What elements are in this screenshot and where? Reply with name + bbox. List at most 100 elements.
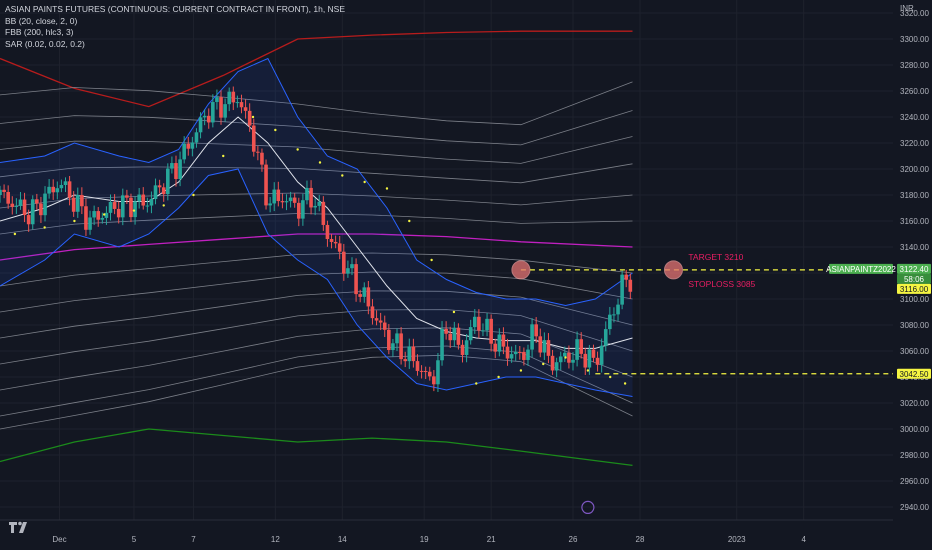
fbb-inner-line bbox=[0, 136, 633, 164]
sar-dots bbox=[13, 115, 627, 385]
candle-body bbox=[395, 333, 399, 344]
candle-body bbox=[501, 334, 506, 347]
price-tick-label: 3020.00 bbox=[900, 399, 929, 408]
candle-body bbox=[256, 151, 260, 153]
stoploss-price-tag: 3042.50 bbox=[900, 370, 929, 379]
candle-body bbox=[108, 201, 113, 213]
countdown-tag: 58:06 bbox=[904, 275, 925, 284]
current-price-tag-bg bbox=[897, 283, 931, 294]
legend-symbol[interactable]: ASIAN PAINTS FUTURES (CONTINUOUS: CURREN… bbox=[5, 4, 346, 14]
sar-dot bbox=[363, 180, 366, 184]
candle-body bbox=[366, 287, 371, 307]
candle-body bbox=[403, 359, 407, 362]
legend-bb[interactable]: BB (20, close, 2, 0) bbox=[5, 15, 78, 26]
sar-dot bbox=[222, 154, 225, 158]
candle-body bbox=[317, 201, 322, 206]
candle-body bbox=[579, 339, 583, 354]
sar-dot bbox=[564, 356, 567, 359]
sar-dot bbox=[341, 174, 344, 177]
price-tick-label: 3060.00 bbox=[900, 347, 929, 356]
symbol-tag-bg bbox=[829, 263, 893, 274]
candle-body bbox=[378, 320, 383, 323]
candle-body bbox=[133, 201, 137, 218]
candle-body bbox=[288, 197, 293, 202]
sar-dot bbox=[73, 219, 76, 223]
candle-body bbox=[63, 181, 68, 186]
candle-body bbox=[432, 376, 436, 385]
candle-body bbox=[411, 346, 416, 362]
candle-body bbox=[509, 354, 514, 359]
candle-body bbox=[599, 345, 604, 365]
candle-body bbox=[39, 203, 43, 216]
candles bbox=[0, 86, 633, 392]
candle-body bbox=[399, 333, 403, 360]
candle-body bbox=[239, 102, 244, 108]
candle-body bbox=[534, 324, 538, 337]
time-tick-label: 21 bbox=[487, 535, 496, 544]
candle-body bbox=[481, 330, 485, 332]
price-tick-label: 3000.00 bbox=[900, 425, 929, 434]
candle-body bbox=[55, 188, 60, 193]
price-tick-label: 3320.00 bbox=[900, 9, 929, 18]
sar-dot bbox=[274, 128, 277, 132]
candle-body bbox=[354, 264, 358, 295]
candle-body bbox=[194, 132, 199, 143]
bb-bands bbox=[0, 57, 633, 397]
candle-body bbox=[80, 195, 84, 207]
candle-body bbox=[104, 212, 109, 218]
sar-dot bbox=[162, 204, 165, 207]
tradingview-logo-icon[interactable] bbox=[8, 520, 30, 534]
candle-body bbox=[227, 91, 232, 105]
candle-body bbox=[538, 336, 543, 353]
candle-body bbox=[460, 344, 465, 355]
price-tick-label: 3180.00 bbox=[900, 191, 929, 200]
time-axis[interactable]: Dec 5 7 12 14 19 21 26 28 2023 4 bbox=[0, 500, 893, 544]
candle-body bbox=[493, 343, 498, 352]
sar-dot bbox=[385, 187, 389, 190]
candle-body bbox=[67, 181, 72, 198]
candle-body bbox=[427, 371, 432, 377]
candle-body bbox=[575, 339, 579, 360]
time-tick-label: 5 bbox=[132, 535, 137, 544]
fbb-inner-line bbox=[0, 354, 633, 430]
legend-fbb[interactable]: FBB (200, hlc3, 3) bbox=[5, 27, 74, 37]
fbb-inner-line bbox=[0, 327, 633, 391]
currency-label: INR bbox=[900, 4, 914, 13]
candle-body bbox=[88, 217, 92, 230]
candle-body bbox=[583, 353, 588, 368]
scroll-to-realtime-icon bbox=[581, 500, 595, 514]
candle-body bbox=[518, 351, 522, 353]
last-price-tag: 3122.40 bbox=[900, 265, 929, 274]
candle-body bbox=[603, 329, 608, 346]
candle-body bbox=[186, 143, 191, 149]
candle-body bbox=[18, 199, 23, 206]
price-tick-label: 3240.00 bbox=[900, 113, 929, 122]
candle-body bbox=[170, 163, 174, 169]
candle-body bbox=[444, 328, 448, 334]
candle-body bbox=[243, 107, 248, 111]
fbb-basis-line bbox=[0, 233, 633, 261]
candle-body bbox=[10, 203, 15, 207]
candle-body bbox=[321, 201, 326, 225]
candle-body bbox=[362, 287, 367, 297]
candle-body bbox=[231, 91, 236, 103]
candle-body bbox=[550, 355, 555, 371]
candle-body bbox=[628, 279, 633, 292]
fbb-inner-line bbox=[0, 192, 633, 209]
candle-body bbox=[125, 195, 129, 198]
candle-body bbox=[276, 189, 281, 202]
candle-body bbox=[301, 200, 305, 219]
sar-dot bbox=[609, 375, 612, 379]
candle-body bbox=[145, 205, 150, 207]
time-tick-label: 12 bbox=[271, 535, 280, 544]
candle-body bbox=[272, 189, 277, 204]
fbb-upper-line bbox=[0, 30, 633, 108]
candle-body bbox=[2, 189, 6, 193]
candle-body bbox=[30, 199, 35, 225]
legend-sar[interactable]: SAR (0.02, 0.02, 0.2) bbox=[5, 38, 85, 49]
candle-body bbox=[305, 187, 309, 201]
sar-dot bbox=[519, 369, 523, 372]
candle-body bbox=[325, 224, 330, 240]
